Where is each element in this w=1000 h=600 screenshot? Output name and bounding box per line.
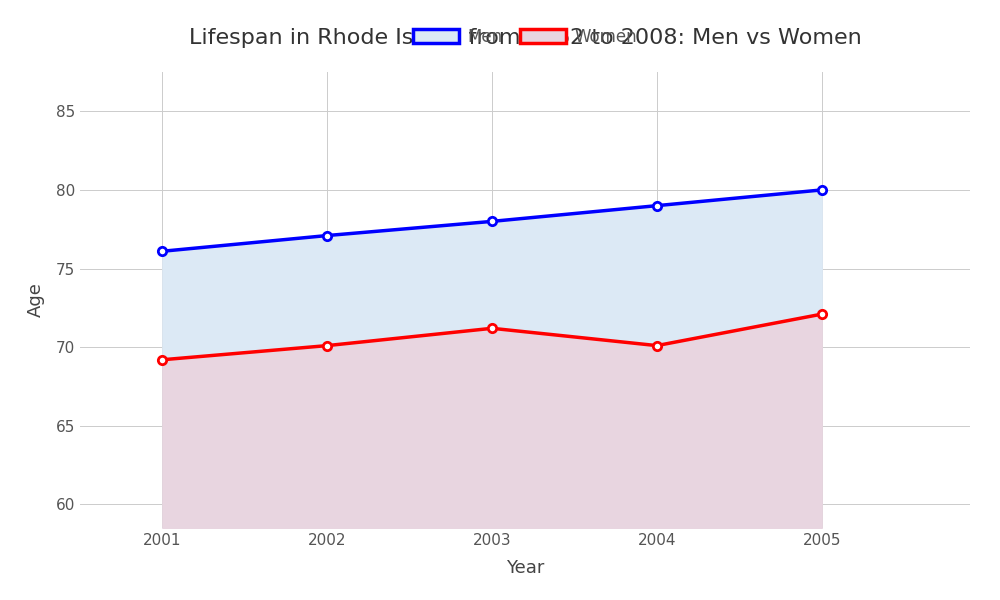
Title: Lifespan in Rhode Island from 1962 to 2008: Men vs Women: Lifespan in Rhode Island from 1962 to 20…: [189, 28, 861, 48]
Legend: Men, Women: Men, Women: [406, 21, 644, 52]
Y-axis label: Age: Age: [27, 283, 45, 317]
X-axis label: Year: Year: [506, 559, 544, 577]
